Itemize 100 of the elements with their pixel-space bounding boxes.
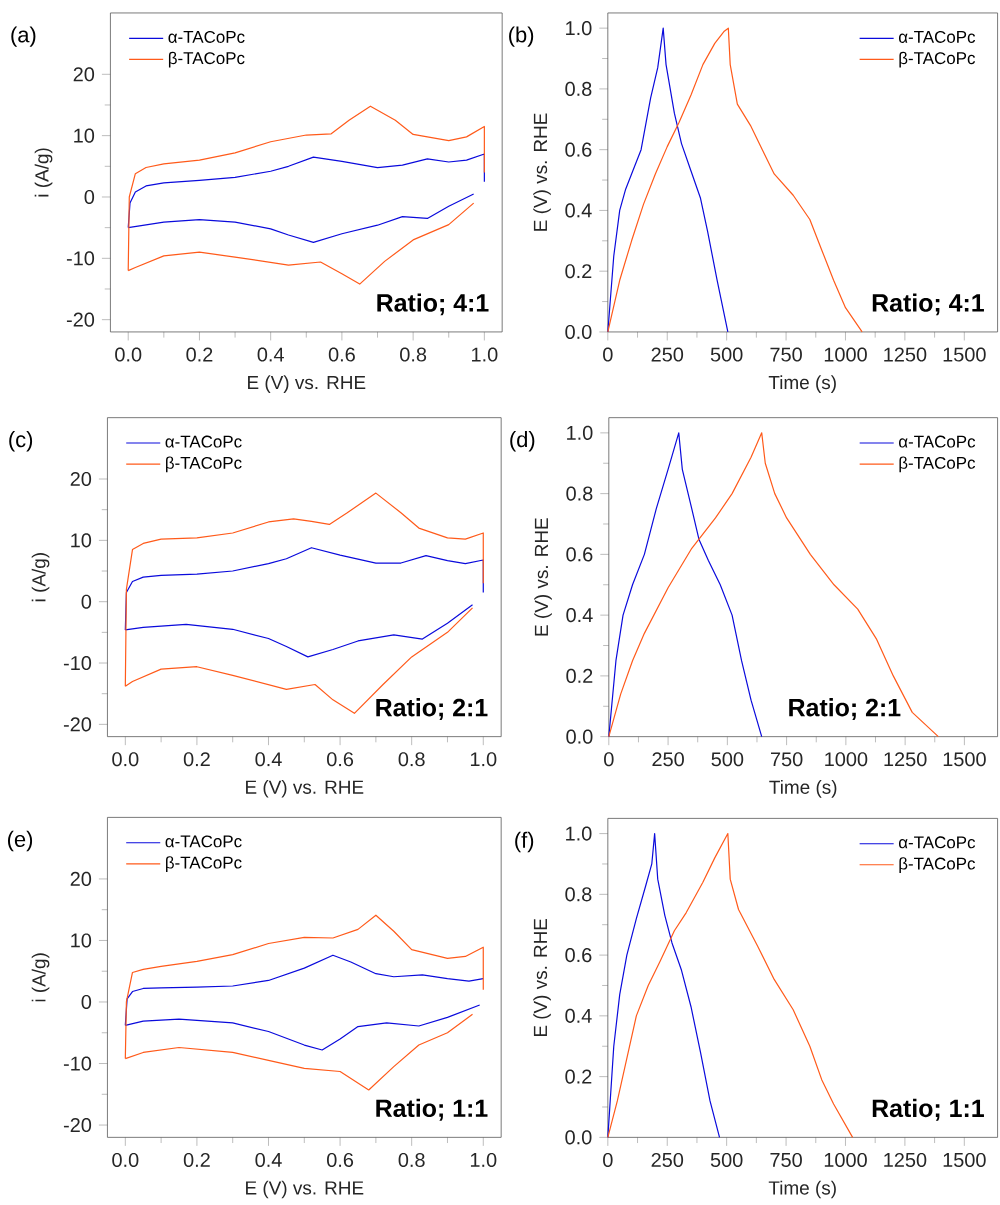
y-axis-title: i (A/g) — [31, 953, 50, 1002]
legend-label: β-TACoPc — [899, 51, 976, 68]
x-tick-label: 1500 — [943, 752, 987, 767]
x-axis-title: Time (s) — [769, 1180, 837, 1199]
y-tick-label: -20 — [67, 312, 95, 327]
y-tick-label: 0 — [84, 189, 95, 205]
x-axis-title: Time (s) — [768, 375, 837, 393]
y-tick-label: -10 — [64, 1056, 92, 1071]
x-tick-label: 1.0 — [472, 347, 498, 362]
x-axis-title: E (V) vs. RHE — [246, 779, 364, 798]
y-tick-label: 0.6 — [565, 948, 592, 963]
y-tick-label: 0.2 — [565, 264, 592, 279]
x-tick-label: 1000 — [825, 1152, 868, 1168]
legend-label: α-TACoPc — [899, 836, 976, 849]
x-axis-title: E (V) vs. RHE — [248, 375, 366, 393]
x-tick-label: 0.0 — [112, 1152, 139, 1168]
x-tick-label: 1.0 — [471, 752, 497, 767]
x-tick-label: 750 — [771, 752, 803, 767]
y-tick-label: 10 — [71, 533, 92, 548]
y-tick-label: 20 — [70, 471, 92, 487]
y-tick-label: 0.4 — [565, 203, 592, 218]
y-tick-label: 0.2 — [566, 668, 593, 683]
x-tick-label: 1250 — [884, 752, 927, 767]
x-tick-label: 1500 — [943, 347, 986, 362]
x-tick-label: 750 — [770, 1152, 803, 1168]
x-tick-label: 0.2 — [186, 347, 213, 362]
x-tick-label: 1.0 — [471, 1152, 497, 1168]
y-tick-label: 0.4 — [565, 1008, 592, 1023]
annotation: Ratio; 4:1 — [873, 293, 985, 316]
x-tick-label: 0.2 — [184, 752, 210, 767]
x-tick-label: 0.8 — [398, 1152, 425, 1168]
x-tick-label: 1250 — [884, 347, 927, 362]
legend-label: α-TACoPc — [899, 435, 976, 448]
y-tick-label: 0.0 — [565, 324, 592, 339]
legend-label: α-TACoPc — [899, 30, 976, 43]
y-axis-title: i (A/g) — [34, 148, 53, 197]
x-tick-label: 0.6 — [329, 347, 356, 362]
text: (a) — [11, 26, 36, 47]
y-tick-label: -10 — [64, 655, 92, 671]
y-tick-label: 1.0 — [567, 425, 593, 440]
y-tick-label: 0.0 — [565, 1130, 592, 1145]
y-tick-label: 1.0 — [566, 21, 592, 36]
text: (f) — [515, 831, 534, 853]
y-tick-label: 0.0 — [566, 729, 593, 744]
y-tick-label: -10 — [67, 251, 95, 266]
y-tick-label: 20 — [70, 871, 92, 886]
x-tick-label: 0.6 — [327, 752, 354, 767]
legend-label: β-TACoPc — [899, 456, 976, 473]
y-tick-label: 0.8 — [565, 887, 592, 902]
x-tick-label: 250 — [652, 752, 685, 767]
x-tick-label: 0.8 — [398, 752, 425, 767]
x-tick-label: 250 — [651, 347, 684, 362]
legend-label: β-TACoPc — [169, 51, 245, 68]
x-tick-label: 750 — [770, 347, 803, 362]
x-axis-title: Time (s) — [769, 780, 837, 798]
y-axis-title: i (A/g) — [31, 553, 50, 602]
x-tick-label: 0.0 — [112, 752, 139, 767]
text: (b) — [509, 26, 534, 47]
y-tick-label: -20 — [64, 717, 92, 732]
y-tick-label: 0 — [81, 994, 92, 1010]
x-tick-label: 0 — [603, 347, 613, 362]
y-tick-label: 0.6 — [565, 142, 592, 157]
x-tick-label: 500 — [711, 347, 743, 362]
y-axis-title: E (V) vs. RHE — [533, 918, 552, 1037]
text: (d) — [510, 431, 535, 452]
x-tick-label: 0.4 — [257, 347, 285, 362]
x-tick-label: 0.4 — [255, 752, 282, 767]
x-tick-label: 0 — [603, 1152, 613, 1168]
text: (c) — [9, 431, 33, 452]
y-tick-label: 10 — [71, 933, 92, 948]
y-axis-title: E (V) vs. RHE — [534, 518, 553, 636]
annotation: Ratio; 2:1 — [376, 698, 488, 721]
y-axis-title: E (V) vs. RHE — [533, 113, 552, 231]
legend-label: β-TACoPc — [166, 856, 242, 872]
y-tick-label: 0.6 — [566, 547, 593, 562]
annotation: Ratio; 1:1 — [376, 1098, 488, 1121]
annotation: Ratio; 2:1 — [789, 698, 901, 721]
text: (e) — [8, 830, 33, 852]
y-tick-label: 0.8 — [565, 81, 592, 96]
x-tick-label: 500 — [711, 1152, 743, 1168]
y-tick-label: 0.8 — [566, 486, 593, 501]
x-tick-label: 250 — [651, 1152, 684, 1168]
y-tick-label: -20 — [64, 1118, 92, 1133]
x-tick-label: 0.8 — [400, 347, 427, 362]
x-tick-label: 0.0 — [115, 347, 142, 362]
y-tick-label: 0.4 — [566, 608, 593, 623]
legend-label: α-TACoPc — [165, 435, 242, 448]
y-tick-label: 10 — [74, 128, 95, 143]
x-tick-label: 1250 — [884, 1152, 927, 1168]
y-tick-label: 20 — [73, 67, 95, 82]
legend-label: α-TACoPc — [165, 835, 242, 848]
x-axis-title: E (V) vs. RHE — [246, 1180, 364, 1199]
y-tick-label: 1.0 — [566, 826, 592, 841]
x-tick-label: 0.2 — [184, 1152, 210, 1168]
legend-label: α-TACoPc — [168, 30, 245, 43]
x-tick-label: 1000 — [825, 752, 868, 767]
annotation: Ratio; 1:1 — [873, 1098, 985, 1121]
x-tick-label: 1500 — [943, 1152, 986, 1168]
x-tick-label: 0.6 — [327, 1152, 354, 1168]
x-tick-label: 500 — [711, 752, 744, 767]
